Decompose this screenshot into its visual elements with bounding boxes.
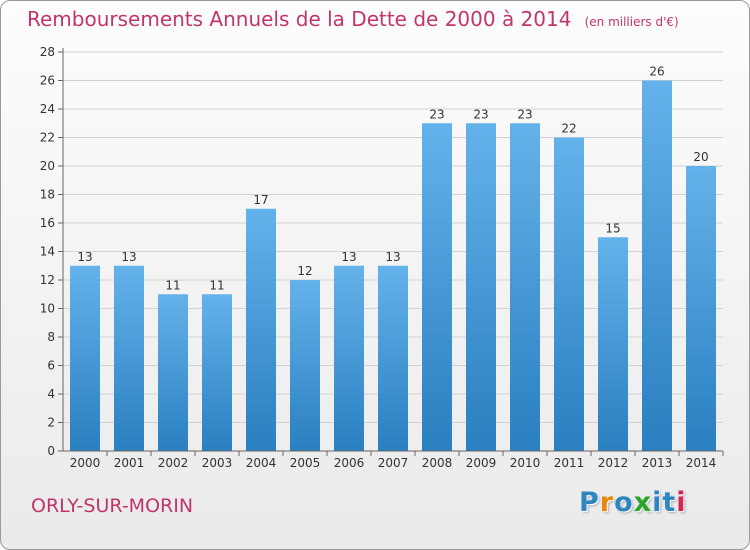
value-label: 20	[693, 150, 708, 164]
x-tick-label: 2001	[114, 456, 145, 470]
y-tick-label: 28	[40, 45, 55, 59]
x-tick-label: 2014	[686, 456, 717, 470]
value-label: 26	[649, 65, 664, 79]
logo-letter: i	[652, 487, 663, 518]
x-tick-label: 2005	[290, 456, 321, 470]
x-tick-label: 2013	[642, 456, 673, 470]
y-tick-label: 24	[40, 102, 55, 116]
value-label: 12	[297, 264, 312, 278]
y-tick-label: 6	[47, 359, 55, 373]
bar	[642, 80, 672, 451]
logo-letter: i	[676, 487, 687, 518]
value-label: 11	[209, 278, 224, 292]
value-label: 11	[165, 278, 180, 292]
bar	[378, 265, 408, 451]
bar	[422, 123, 452, 451]
logo-letter: t	[662, 487, 677, 518]
logo-letter: x	[633, 487, 653, 518]
x-tick-label: 2012	[598, 456, 629, 470]
bar	[598, 237, 628, 451]
y-tick-label: 2	[47, 416, 55, 430]
bar	[202, 294, 232, 451]
bar	[554, 137, 584, 451]
value-label: 17	[253, 193, 268, 207]
y-tick-label: 14	[40, 245, 55, 259]
x-tick-label: 2008	[422, 456, 453, 470]
bars: 13 13 11 11 17 12 13 13 23 23 23 22 15 26 20	[70, 65, 716, 451]
bar	[510, 123, 540, 451]
y-tick-label: 12	[40, 273, 55, 287]
value-label: 13	[341, 250, 356, 264]
value-label: 13	[385, 250, 400, 264]
x-tick-label: 2004	[246, 456, 277, 470]
value-label: 22	[561, 122, 576, 136]
commune-name: ORLY-SUR-MORIN	[31, 495, 194, 517]
proxiti-logo: Proxiti	[579, 487, 687, 518]
y-tick-label: 0	[47, 444, 55, 458]
x-tick-label: 2011	[554, 456, 585, 470]
y-tick-label: 26	[40, 74, 55, 88]
bar	[158, 294, 188, 451]
value-label: 15	[605, 221, 620, 235]
value-label: 23	[429, 107, 444, 121]
value-label: 23	[473, 107, 488, 121]
x-tick-label: 2000	[70, 456, 101, 470]
y-tick-label: 22	[40, 131, 55, 145]
bar	[686, 166, 716, 451]
x-tick-label: 2006	[334, 456, 365, 470]
unit-note: (en milliers d'€)	[584, 15, 679, 29]
logo-letter: o	[614, 487, 634, 518]
x-tick-label: 2009	[466, 456, 497, 470]
bar	[114, 265, 144, 451]
bar	[246, 208, 276, 451]
y-tick-label: 8	[47, 330, 55, 344]
bar	[70, 265, 100, 451]
y-tick-label: 20	[40, 159, 55, 173]
bar	[290, 280, 320, 451]
title-text: Remboursements Annuels de la Dette de 20…	[27, 7, 572, 31]
x-tick-label: 2002	[158, 456, 189, 470]
bar	[334, 265, 364, 451]
y-tick-label: 18	[40, 188, 55, 202]
x-tick-label: 2003	[202, 456, 233, 470]
x-tick-label: 2007	[378, 456, 409, 470]
y-tick-label: 4	[47, 387, 55, 401]
logo-letter: r	[599, 487, 615, 518]
logo-letter: P	[579, 487, 600, 518]
value-label: 23	[517, 107, 532, 121]
bar	[466, 123, 496, 451]
x-tick-label: 2010	[510, 456, 541, 470]
chart-title: Remboursements Annuels de la Dette de 20…	[27, 7, 679, 31]
y-tick-label: 10	[40, 302, 55, 316]
y-tick-label: 16	[40, 216, 55, 230]
value-label: 13	[121, 250, 136, 264]
value-label: 13	[77, 250, 92, 264]
